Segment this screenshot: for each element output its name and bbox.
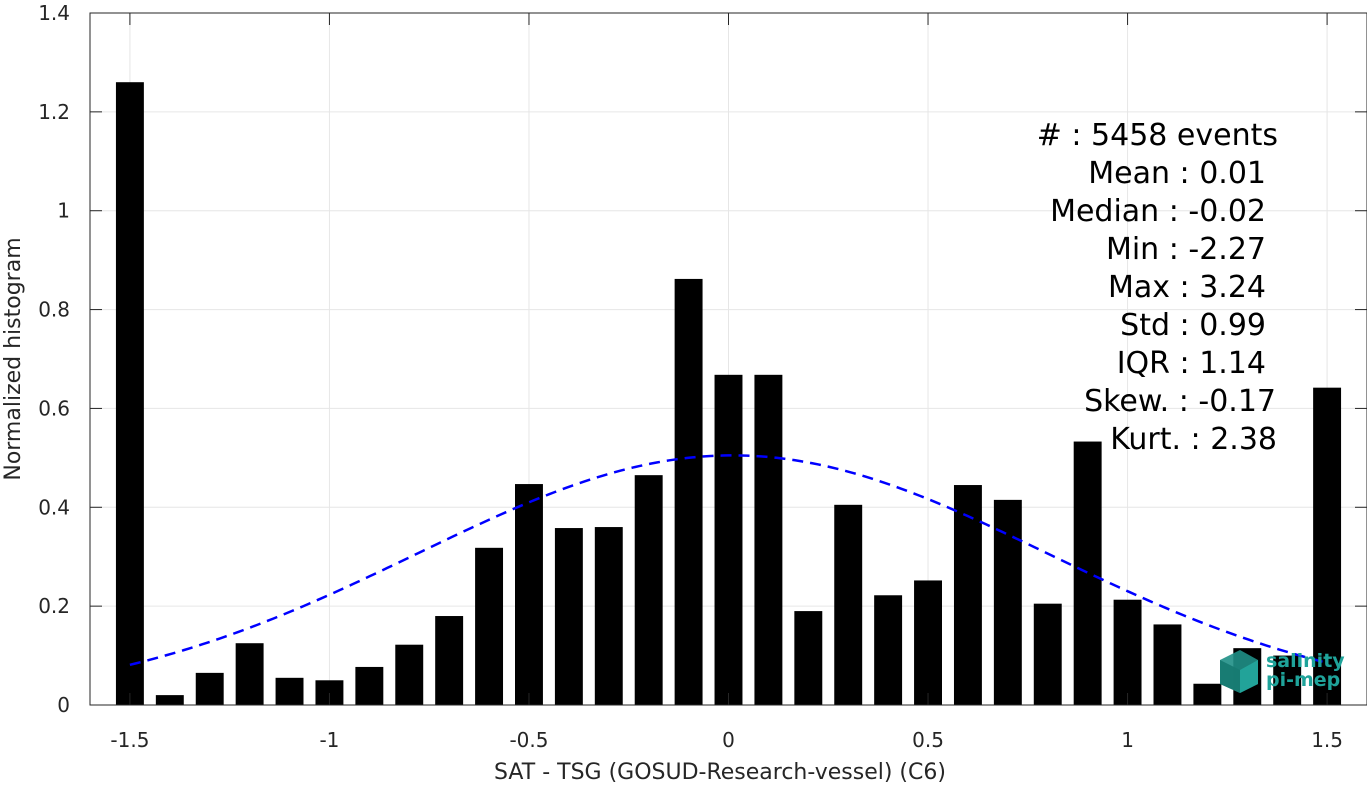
y-tick-label: 0.6 <box>38 396 70 420</box>
logo-cube-icon <box>1220 650 1258 693</box>
histogram-bar <box>1273 655 1302 705</box>
salinity-pimep-logo: salinity pi-mep <box>1220 650 1345 693</box>
x-tick-label: 0.5 <box>912 728 944 752</box>
x-tick-labels: -1.5 -1 -0.5 0 0.5 1 1.5 <box>110 728 1343 752</box>
y-tick-label: 0.4 <box>38 495 70 519</box>
x-tick-label: -1 <box>319 728 339 752</box>
stat-iqr: IQR : 1.14 <box>1117 346 1266 381</box>
logo-text-line1: salinity <box>1266 650 1345 672</box>
histogram-bar <box>115 82 144 705</box>
x-tick-label: 0 <box>722 728 735 752</box>
x-axis-label: SAT - TSG (GOSUD-Research-vessel) (C6) <box>494 760 946 785</box>
histogram-bars <box>115 82 1342 705</box>
histogram-bar <box>554 528 583 705</box>
histogram-bar <box>1193 683 1222 705</box>
histogram-bar <box>1113 599 1142 705</box>
histogram-bar <box>674 278 703 705</box>
histogram-bar <box>714 374 743 705</box>
histogram-bar <box>914 580 942 705</box>
histogram-bar <box>395 644 424 705</box>
y-tick-label: 0.2 <box>38 594 70 618</box>
histogram-bar <box>794 611 823 705</box>
histogram-bar <box>993 499 1022 705</box>
histogram-bar <box>475 547 504 705</box>
y-tick-label: 0 <box>57 693 70 717</box>
histogram-bar <box>1313 387 1342 705</box>
normal-fit-curve <box>129 454 1328 667</box>
histogram-bar <box>874 595 903 705</box>
x-tick-label: -1.5 <box>110 728 149 752</box>
stat-std: Std : 0.99 <box>1120 308 1266 343</box>
histogram-bar <box>155 695 184 705</box>
x-tick-label: -0.5 <box>509 728 548 752</box>
histogram-bar <box>594 527 623 705</box>
histogram-bar <box>195 672 224 705</box>
stat-skew: Skew. : -0.17 <box>1084 384 1276 419</box>
statistics-box: # : 5458 events Mean : 0.01 Median : -0.… <box>1037 118 1278 457</box>
histogram-bar <box>355 666 384 705</box>
histogram-bar <box>235 643 264 705</box>
stat-median: Median : -0.02 <box>1050 194 1266 229</box>
y-tick-labels: 0 0.2 0.4 0.6 0.8 1 1.2 1.4 <box>38 1 70 717</box>
stat-max: Max : 3.24 <box>1108 270 1266 305</box>
stat-count: # : 5458 events <box>1037 118 1278 153</box>
y-tick-label: 1.4 <box>38 1 70 25</box>
histogram-bar <box>1153 624 1182 705</box>
histogram-bar <box>1033 603 1062 705</box>
histogram-bar <box>1073 441 1102 705</box>
logo-text-line2: pi-mep <box>1266 669 1340 691</box>
histogram-bar <box>275 677 304 705</box>
histogram-bar <box>834 504 863 705</box>
histogram-bar <box>754 374 783 705</box>
histogram-bar <box>435 616 464 705</box>
x-tick-label: 1.5 <box>1311 728 1343 752</box>
histogram-bar <box>953 485 982 705</box>
histogram-bar <box>515 484 543 705</box>
y-axis-label: Normalized histogram <box>1 237 26 480</box>
y-tick-label: 1.2 <box>38 100 70 124</box>
y-tick-label: 0.8 <box>38 298 70 322</box>
histogram-bar <box>634 475 663 705</box>
y-tick-label: 1 <box>57 199 70 223</box>
x-tick-label: 1 <box>1121 728 1134 752</box>
axis-ticks <box>90 12 1367 706</box>
stat-min: Min : -2.27 <box>1106 232 1266 267</box>
stat-kurt: Kurt. : 2.38 <box>1110 422 1277 457</box>
stat-mean: Mean : 0.01 <box>1088 156 1266 191</box>
